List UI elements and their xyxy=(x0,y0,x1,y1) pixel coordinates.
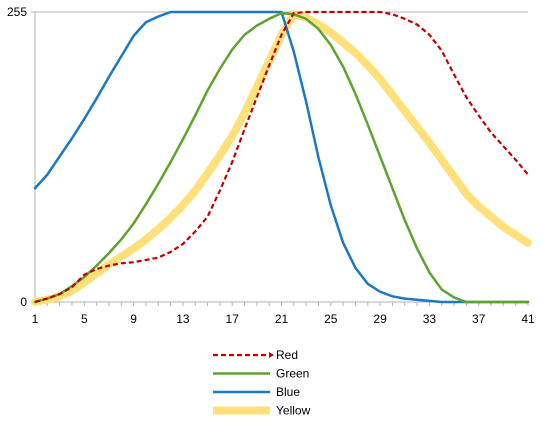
x-tick-label: 1 xyxy=(32,312,39,326)
x-tick-label: 13 xyxy=(176,312,190,326)
x-tick-label: 17 xyxy=(226,312,240,326)
legend-marker-red xyxy=(269,352,274,358)
series-line-yellow xyxy=(31,10,532,306)
x-tick-label: 33 xyxy=(423,312,437,326)
series-line-red xyxy=(34,10,529,304)
x-tick-label: 29 xyxy=(373,312,387,326)
legend-label-blue: Blue xyxy=(276,385,300,399)
x-tick-label: 9 xyxy=(130,312,137,326)
y-tick-label: 255 xyxy=(7,5,27,19)
x-tick-label: 25 xyxy=(324,312,338,326)
x-tick-label: 21 xyxy=(275,312,289,326)
x-tick-label: 41 xyxy=(521,312,535,326)
legend-label-green: Green xyxy=(276,367,309,381)
series-line-green xyxy=(33,11,530,304)
y-tick-label: 0 xyxy=(20,295,27,309)
series-line-blue xyxy=(33,10,530,304)
legend-label-red: Red xyxy=(276,348,298,362)
legend-label-yellow: Yellow xyxy=(276,404,311,418)
x-tick-label: 37 xyxy=(472,312,486,326)
x-tick-label: 5 xyxy=(81,312,88,326)
